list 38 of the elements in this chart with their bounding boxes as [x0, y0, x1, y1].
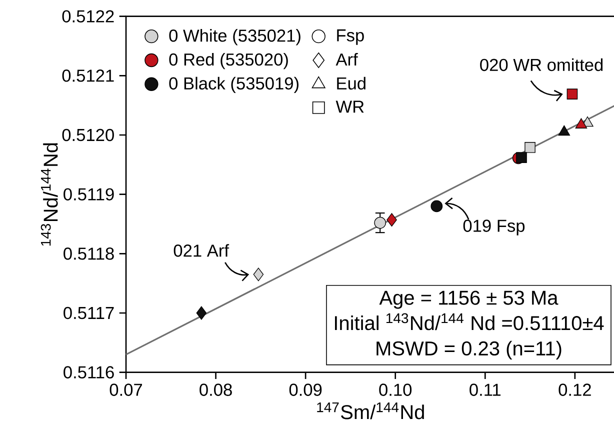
legend-label: Fsp: [337, 29, 364, 45]
y-tick-label: 0.5121: [62, 70, 114, 82]
y-tick-label: 0.5119: [64, 188, 114, 200]
annotation: Initial $^{143}$Nd/$^{144}$ Nd =0.51110±4: [334, 313, 604, 330]
point: [516, 152, 527, 163]
legend-label: 0 Black (535019): [169, 76, 298, 93]
point: [430, 200, 443, 212]
annotation: MSWD = 0.23 (n=11): [376, 340, 562, 360]
legend-label: 0 White (535021): [169, 29, 300, 46]
annotation: 019 Fsp: [463, 220, 525, 236]
annotation: Age = 1156 ± 53 Ma: [379, 290, 558, 309]
point: [253, 268, 264, 282]
legend-label: Eud: [337, 76, 366, 90]
annotation: 020 WR omitted: [480, 58, 603, 72]
point: [374, 216, 386, 229]
legend-label: WR: [336, 100, 364, 113]
y-tick-label: 0.5116: [64, 366, 114, 378]
y-tick-label: 0.5122: [62, 10, 114, 22]
point: [558, 125, 570, 136]
x-tick-label: 0.11: [470, 384, 501, 396]
y-tick-label: 0.5117: [64, 306, 114, 320]
x-tick-label: 0.08: [200, 384, 232, 396]
y-tick-label: 0.5120: [62, 128, 114, 142]
x-tick-label: 0.09: [289, 384, 322, 396]
y-axis-title: $^{143}$Nd/$^{144}$Nd: [40, 143, 58, 246]
point: [196, 306, 207, 320]
annotation: 021 Arf: [174, 244, 230, 257]
legend-label: 0 Red (535020): [169, 52, 288, 70]
point: [575, 118, 588, 128]
point: [386, 213, 397, 227]
y-tick-label: 0.5118: [64, 248, 114, 260]
point: [566, 88, 578, 100]
point: [524, 142, 536, 153]
x-tick-label: 0.07: [110, 384, 142, 396]
x-tick-label: 0.10: [379, 384, 412, 396]
x-axis-title: $^{147}$Sm/$^{144}$Nd: [317, 402, 424, 420]
x-tick-label: 0.12: [558, 384, 591, 396]
legend-label: Arf: [336, 52, 358, 66]
